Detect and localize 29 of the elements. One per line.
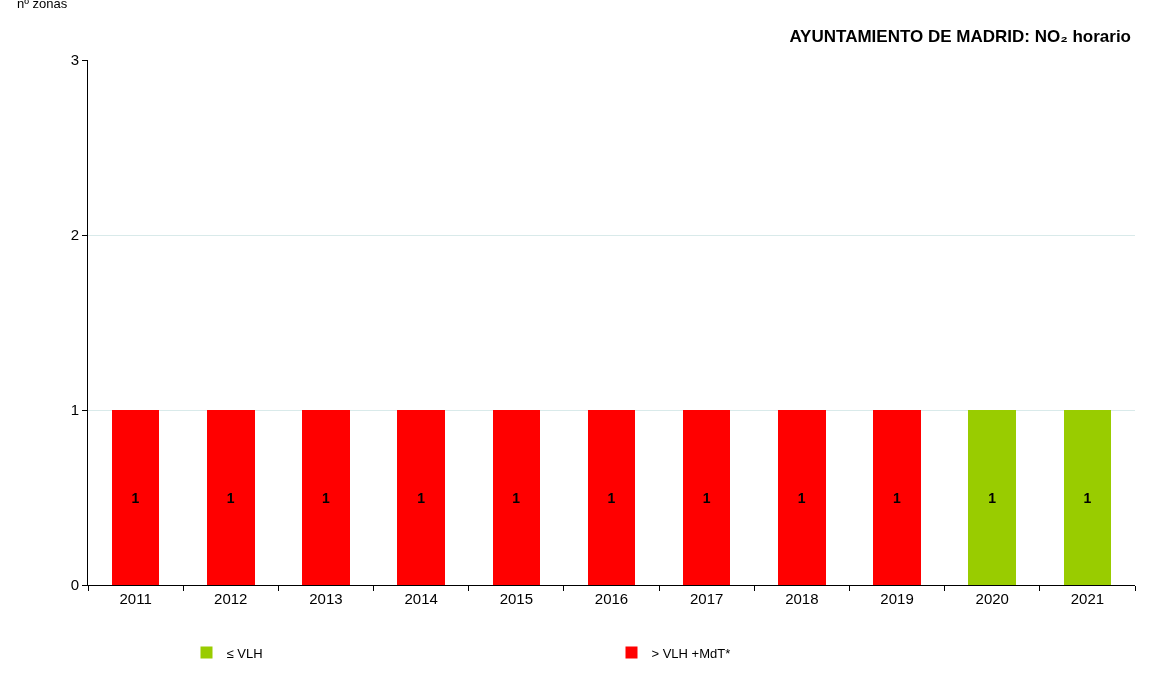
data-label: 1 — [797, 489, 806, 506]
legend-label: > VLH +MdT* — [651, 645, 731, 661]
x-tick-label: 2013 — [309, 590, 343, 607]
data-label: 1 — [1083, 489, 1092, 506]
x-tick-label: 2012 — [214, 590, 248, 607]
x-tick-label: 2018 — [785, 590, 819, 607]
y-tick-label: 2 — [70, 226, 79, 244]
data-label: 1 — [226, 489, 235, 506]
x-tick-label: 2021 — [1070, 590, 1105, 607]
legend-label: ≤ VLH — [226, 645, 263, 661]
y-tick-label: 1 — [70, 401, 79, 419]
data-label: 1 — [702, 489, 711, 506]
data-label: 1 — [988, 489, 997, 506]
x-tick-label: 2019 — [880, 590, 914, 607]
chart-title: AYUNTAMIENTO DE MADRID: NO₂ horario — [789, 27, 1131, 47]
data-label: 1 — [131, 489, 140, 506]
y-tick-label: 3 — [70, 51, 79, 69]
x-tick-label: 2017 — [689, 590, 724, 607]
x-tick-label: 2016 — [594, 590, 629, 607]
data-label: 1 — [321, 489, 330, 506]
data-label: 1 — [893, 489, 902, 506]
data-label: 1 — [512, 489, 521, 506]
data-label: 1 — [607, 489, 616, 506]
x-tick-label: 2014 — [404, 590, 438, 607]
x-tick-label: 2011 — [119, 590, 152, 607]
y-tick-label: 0 — [70, 576, 79, 594]
x-tick-label: 2020 — [975, 590, 1009, 607]
data-label: 1 — [417, 489, 426, 506]
x-tick-label: 2015 — [499, 590, 534, 607]
